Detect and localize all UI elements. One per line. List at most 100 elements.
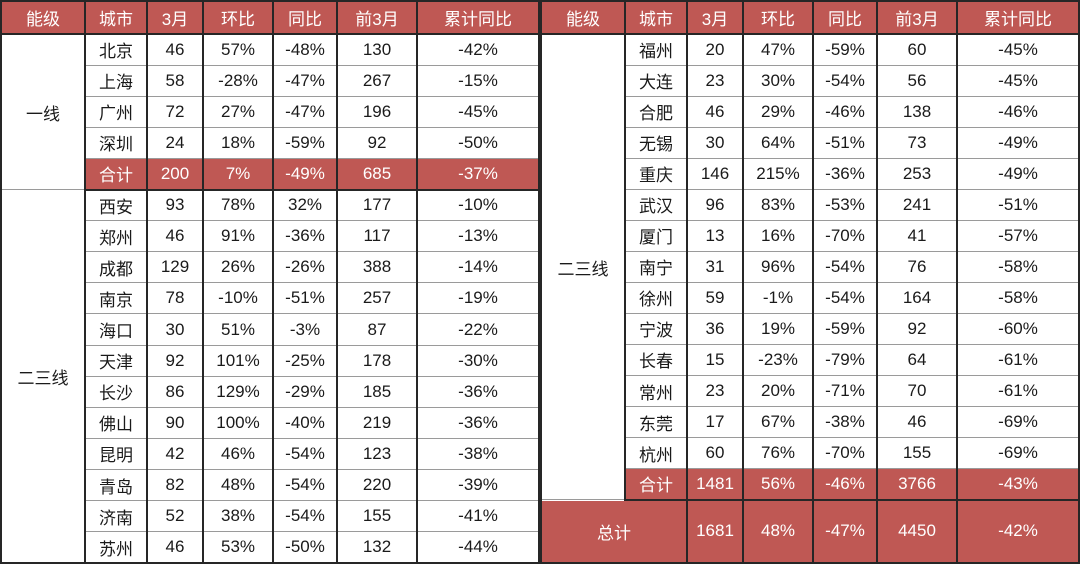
value-cell: -51% — [812, 126, 878, 159]
city-cell: 西安 — [84, 189, 148, 222]
value-cell: 46 — [876, 406, 958, 439]
value-cell: 200 — [146, 157, 204, 191]
city-cell: 长沙 — [84, 375, 148, 408]
value-cell: 82 — [146, 469, 204, 502]
value-cell: -45% — [956, 64, 1080, 97]
value-cell: -36% — [416, 375, 540, 408]
city-cell: 杭州 — [624, 437, 688, 470]
table-row: 昆明 42 46% -54% 123 -38% — [1, 437, 540, 471]
column-header: 环比 — [202, 0, 274, 35]
value-cell: -50% — [416, 126, 540, 159]
value-cell: 267 — [336, 64, 418, 97]
table-row: 苏州 46 53% -50% 132 -44% — [1, 531, 540, 564]
value-cell: 146 — [686, 157, 744, 190]
value-cell: 46 — [146, 531, 204, 564]
value-cell: -26% — [272, 251, 338, 284]
value-cell: 129 — [146, 251, 204, 284]
tier-cell: 一线 — [0, 33, 86, 191]
city-cell: 南京 — [84, 282, 148, 315]
city-cell: 佛山 — [84, 406, 148, 439]
value-cell: 52 — [146, 500, 204, 533]
value-cell: 76% — [742, 437, 814, 470]
value-cell: 132 — [336, 531, 418, 564]
table-row: 二三线 福州 20 47% -59% 60 -45% — [540, 33, 1080, 501]
value-cell: -61% — [956, 343, 1080, 377]
value-cell: 36 — [686, 312, 744, 345]
value-cell: 1681 — [686, 499, 744, 564]
value-cell: 220 — [336, 469, 418, 502]
city-cell: 福州 — [624, 33, 688, 66]
value-cell: 96% — [742, 250, 814, 283]
value-cell: -58% — [956, 281, 1080, 314]
value-cell: 130 — [336, 33, 418, 66]
value-cell: 26% — [202, 251, 274, 284]
city-cell: 北京 — [84, 33, 148, 66]
value-cell: -60% — [956, 312, 1080, 345]
value-cell: 30% — [742, 64, 814, 97]
value-cell: -19% — [416, 282, 540, 315]
value-cell: 46 — [686, 95, 744, 128]
value-cell: -54% — [272, 469, 338, 502]
value-cell: 123 — [336, 437, 418, 471]
value-cell: 101% — [202, 344, 274, 377]
grand-total-row: 总计 1681 48% -47% 4450 -42% — [540, 499, 1080, 564]
value-cell: -59% — [812, 33, 878, 66]
city-cell: 无锡 — [624, 126, 688, 159]
value-cell: -54% — [812, 281, 878, 314]
city-cell: 青岛 — [84, 469, 148, 502]
table-row: 二三线 西安 93 78% 32% 177 -10% — [0, 189, 540, 564]
value-cell: 1481 — [686, 468, 744, 501]
value-cell: 67% — [742, 406, 814, 439]
value-cell: -36% — [812, 157, 878, 190]
column-header: 环比 — [742, 0, 814, 35]
value-cell: 56 — [876, 64, 958, 97]
value-cell: -10% — [202, 282, 274, 315]
city-cell: 南宁 — [624, 250, 688, 283]
value-cell: 83% — [742, 188, 814, 221]
value-cell: -47% — [272, 95, 338, 128]
value-cell: -38% — [416, 437, 540, 471]
column-header: 累计同比 — [956, 0, 1080, 35]
city-cell: 厦门 — [624, 219, 688, 252]
table-row: 青岛 82 48% -54% 220 -39% — [1, 469, 540, 502]
table-row: 徐州 59 -1% -54% 164 -58% — [541, 281, 1080, 314]
value-cell: 73 — [876, 126, 958, 159]
value-cell: 59 — [686, 281, 744, 314]
city-cell: 长春 — [624, 343, 688, 377]
table-row: 天津 92 101% -25% 178 -30% — [1, 344, 540, 377]
value-cell: 29% — [742, 95, 814, 128]
table-row: 无锡 30 64% -51% 73 -49% — [541, 126, 1080, 159]
value-cell: 19% — [742, 312, 814, 345]
value-cell: -36% — [272, 220, 338, 253]
value-cell: -79% — [812, 343, 878, 377]
value-cell: 17 — [686, 406, 744, 439]
value-cell: 41 — [876, 219, 958, 252]
value-cell: -38% — [812, 406, 878, 439]
value-cell: -54% — [272, 437, 338, 471]
table-row: 佛山 90 100% -40% 219 -36% — [1, 406, 540, 439]
city-cell: 宁波 — [624, 312, 688, 345]
value-cell: -58% — [956, 250, 1080, 283]
value-cell: 91% — [202, 220, 274, 253]
value-cell: -46% — [812, 95, 878, 128]
value-cell: 117 — [336, 220, 418, 253]
column-header: 同比 — [272, 0, 338, 35]
total-row: 合计 200 7% -49% 685 -37% — [1, 157, 540, 191]
value-cell: 16% — [742, 219, 814, 252]
column-header: 同比 — [812, 0, 878, 35]
value-cell: -42% — [956, 499, 1080, 564]
value-cell: 93 — [146, 189, 204, 222]
value-cell: 92 — [146, 344, 204, 377]
table-row: 大连 23 30% -54% 56 -45% — [541, 64, 1080, 97]
city-cell: 大连 — [624, 64, 688, 97]
value-cell: 24 — [146, 126, 204, 159]
value-cell: 185 — [336, 375, 418, 408]
value-cell: -54% — [812, 64, 878, 97]
value-cell: 72 — [146, 95, 204, 128]
value-cell: -10% — [416, 189, 540, 222]
value-cell: -59% — [812, 312, 878, 345]
value-cell: 20 — [686, 33, 744, 66]
value-cell: 78 — [146, 282, 204, 315]
value-cell: -50% — [272, 531, 338, 564]
table-row: 广州 72 27% -47% 196 -45% — [1, 95, 540, 128]
